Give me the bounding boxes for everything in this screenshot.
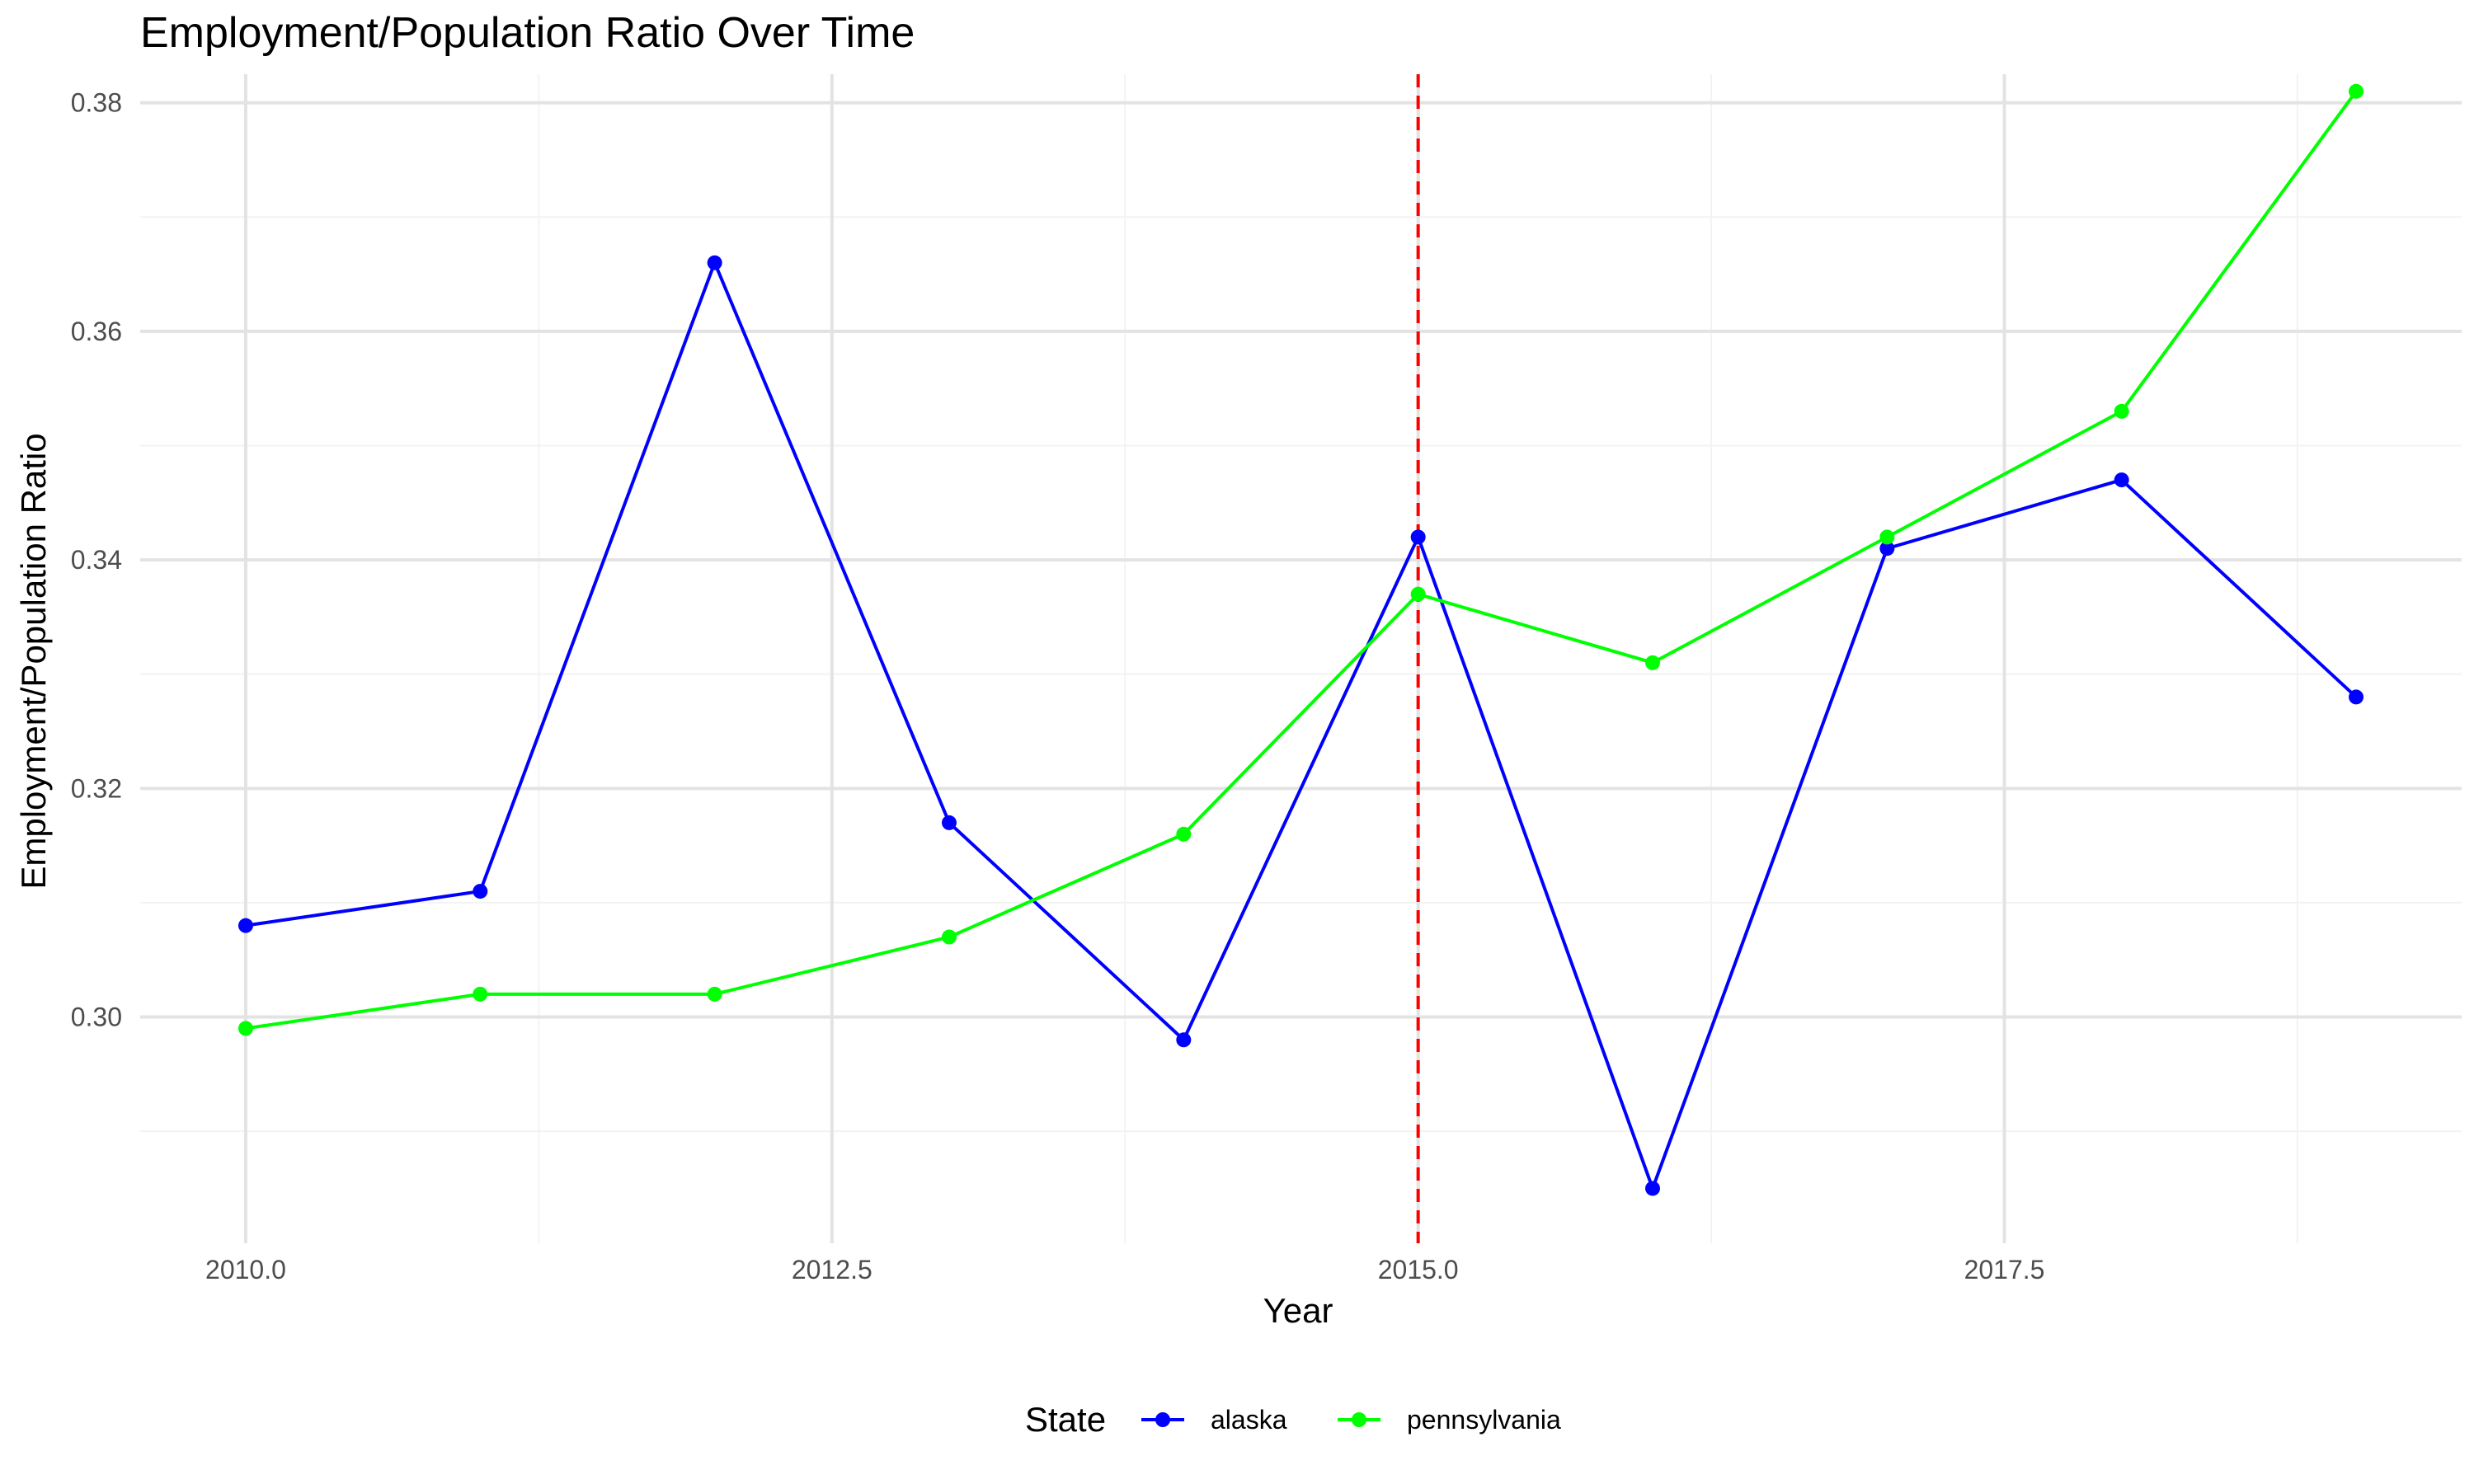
x-tick-label: 2012.5 <box>792 1255 872 1284</box>
grid <box>140 74 2462 1243</box>
series-line-pennsylvania <box>245 90 2358 1031</box>
y-axis-title: Employment/Population Ratio <box>14 433 53 889</box>
data-point-alaska <box>1879 541 1895 556</box>
y-tick-label: 0.32 <box>71 773 122 803</box>
data-point-alaska <box>1176 1032 1192 1048</box>
y-tick-label: 0.34 <box>71 545 122 575</box>
data-point-alaska <box>707 255 722 270</box>
data-point-alaska <box>2349 689 2364 705</box>
y-tick-label: 0.36 <box>71 317 122 346</box>
legend-item-pennsylvania: pennsylvania <box>1338 1405 1561 1435</box>
data-point-pennsylvania <box>1176 826 1192 842</box>
data-point-pennsylvania <box>2114 403 2129 419</box>
y-tick-label: 0.30 <box>71 1003 122 1032</box>
data-point-pennsylvania <box>1879 529 1895 545</box>
data-point-alaska <box>941 815 957 830</box>
data-point-alaska <box>473 884 488 899</box>
data-point-pennsylvania <box>2349 83 2364 99</box>
legend: State alaska pennsylvania <box>1025 1400 1561 1439</box>
data-point-pennsylvania <box>707 986 722 1002</box>
data-point-pennsylvania <box>238 1021 253 1036</box>
x-tick-label: 2015.0 <box>1378 1255 1459 1284</box>
x-tick-label: 2010.0 <box>205 1255 286 1284</box>
y-tick-label: 0.38 <box>71 88 122 118</box>
legend-label: pennsylvania <box>1407 1405 1561 1435</box>
y-axis-ticks: 0.30 0.32 0.34 0.36 0.38 <box>71 88 122 1032</box>
x-axis-ticks: 2010.0 2012.5 2015.0 2017.5 <box>205 1255 2044 1284</box>
data-point-alaska <box>238 918 253 933</box>
legend-items: alaska pennsylvania <box>1141 1405 1561 1435</box>
series-line-alaska <box>245 261 2358 1190</box>
series-pennsylvania <box>238 83 2364 1036</box>
x-tick-label: 2017.5 <box>1964 1255 2045 1284</box>
legend-key-point <box>1352 1412 1366 1427</box>
legend-label: alaska <box>1211 1405 1287 1435</box>
data-point-alaska <box>2114 472 2129 488</box>
data-point-pennsylvania <box>941 929 957 945</box>
data-point-alaska <box>1410 529 1426 545</box>
legend-item-alaska: alaska <box>1141 1405 1287 1435</box>
chart-title: Employment/Population Ratio Over Time <box>140 9 915 57</box>
data-point-pennsylvania <box>1410 586 1426 602</box>
legend-title: State <box>1025 1400 1106 1439</box>
series <box>238 83 2364 1196</box>
legend-key-point <box>1155 1412 1170 1427</box>
data-point-alaska <box>1645 1181 1661 1196</box>
series-alaska <box>238 255 2364 1196</box>
x-axis-title: Year <box>1263 1291 1333 1330</box>
data-point-pennsylvania <box>473 986 488 1002</box>
data-point-pennsylvania <box>1645 655 1661 670</box>
